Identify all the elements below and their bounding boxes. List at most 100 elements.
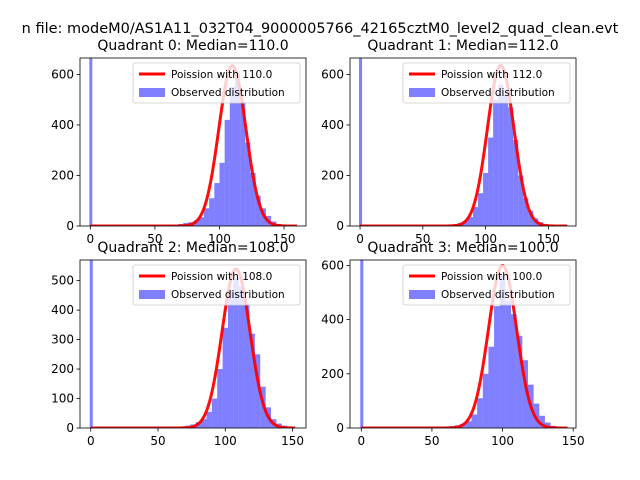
y-tick-label: 400 <box>51 303 74 317</box>
x-tick-label: 0 <box>87 434 95 448</box>
legend: Poission with 110.0 Observed distribution <box>132 62 301 104</box>
hist-bar <box>488 137 494 226</box>
axes-frame <box>349 57 577 227</box>
subplot-title: Quadrant 3: Median=100.0 <box>367 240 558 256</box>
hist-bar <box>254 354 261 428</box>
y-tick-label: 200 <box>321 367 344 381</box>
hist-bar <box>214 183 220 226</box>
hist-bar <box>219 162 225 226</box>
x-tick-label: 100 <box>208 232 231 246</box>
y-tick-label: 400 <box>321 313 344 327</box>
hist-bar <box>508 107 514 226</box>
hist-bar <box>465 421 472 428</box>
hist-bar <box>201 419 207 428</box>
legend-hist-label: Observed distribution <box>441 289 555 301</box>
hist-bar <box>478 193 484 226</box>
x-tick-label: 0 <box>357 434 365 448</box>
hist-bar <box>206 411 212 428</box>
y-tick-label: 0 <box>66 421 74 435</box>
poisson-curve <box>89 64 298 226</box>
hist-bar <box>468 217 474 226</box>
hist-bar <box>544 422 551 428</box>
hist-bar <box>217 369 223 428</box>
x-tick-label: 150 <box>281 434 304 448</box>
legend-hist-swatch <box>139 290 165 299</box>
y-tick-label: 0 <box>336 421 344 435</box>
x-tick-label: 0 <box>87 232 95 246</box>
x-tick-label: 50 <box>415 232 430 246</box>
hist-bar <box>463 220 469 226</box>
subplot-quadrant-2: 0 50 100 150 0 100 200 300 400 500 Quadrant 2: Med… <box>51 240 307 448</box>
y-tick-label: 0 <box>336 219 344 233</box>
poisson-curve <box>360 263 569 428</box>
hist-bar <box>255 195 261 226</box>
hist-bar <box>539 415 545 428</box>
legend-box <box>132 62 301 104</box>
hist-bar <box>209 198 215 226</box>
legend-box <box>402 264 571 306</box>
hist-bar <box>494 306 500 428</box>
legend-hist-label: Observed distribution <box>171 87 285 99</box>
hist-bar <box>240 102 246 226</box>
legend-hist-label: Observed distribution <box>441 87 555 99</box>
axes-frame <box>79 57 307 227</box>
hist-bar <box>238 286 245 428</box>
y-tick-label: 200 <box>51 362 74 376</box>
x-tick-label: 50 <box>150 434 165 448</box>
axes-frame <box>79 259 307 429</box>
hist-bar <box>488 346 495 428</box>
y-tick-label: 400 <box>321 118 344 132</box>
hist-bar <box>471 414 478 428</box>
legend-line-label: Poission with 110.0 <box>171 69 272 81</box>
hist-bar <box>198 217 204 226</box>
x-tick-label: 50 <box>147 232 162 246</box>
hist-bar <box>499 276 506 428</box>
subplot-grid: 0 50 100 150 0 200 400 600 Quadrant 0: Median=11… <box>51 38 585 448</box>
legend-line-label: Poission with 108.0 <box>171 271 272 283</box>
hist-bar <box>493 99 499 226</box>
hist-bar-zero <box>89 260 93 428</box>
hist-bar <box>227 289 234 428</box>
hist-bar <box>211 398 218 428</box>
x-tick-label: 150 <box>273 232 296 246</box>
legend: Poission with 108.0 Observed distribution <box>132 264 301 306</box>
axes-frame <box>349 259 577 429</box>
legend-hist-label: Observed distribution <box>171 289 285 301</box>
plot-area <box>360 260 569 428</box>
legend-line-label: Poission with 112.0 <box>441 69 542 81</box>
hist-bar <box>233 277 239 428</box>
hist-bar <box>483 172 489 226</box>
y-tick-label: 200 <box>321 168 344 182</box>
legend-hist-swatch <box>409 290 435 299</box>
y-tick-label: 600 <box>321 67 344 81</box>
plot-area <box>359 58 569 226</box>
y-tick-label: 400 <box>51 118 74 132</box>
hist-bar <box>229 87 235 226</box>
hist-bar <box>498 84 504 226</box>
hist-bar <box>222 327 228 428</box>
hist-bar <box>505 300 512 428</box>
subplot-quadrant-3: 0 50 100 150 0 200 400 600 Quadrant 3: Median=10… <box>321 240 585 448</box>
x-tick-label: 100 <box>474 232 497 246</box>
legend: Poission with 112.0 Observed distribution <box>402 62 571 104</box>
hist-bar <box>482 373 489 428</box>
hist-bar-zero <box>359 58 363 226</box>
y-tick-label: 100 <box>51 392 74 406</box>
y-tick-label: 0 <box>66 219 74 233</box>
x-tick-label: 0 <box>356 232 364 246</box>
subplot-quadrant-0: 0 50 100 150 0 200 400 600 Quadrant 0: Median=11… <box>51 38 307 246</box>
x-tick-label: 50 <box>424 434 439 448</box>
hist-bar <box>528 210 534 226</box>
figure-suptitle: n file: modeM0/AS1A11_032T04_9000005766_… <box>22 21 619 37</box>
plot-area <box>89 58 298 226</box>
y-tick-label: 500 <box>51 274 74 288</box>
y-tick-label: 300 <box>51 333 74 347</box>
y-tick-label: 600 <box>321 258 344 272</box>
hist-bar <box>516 335 523 428</box>
hist-bar <box>511 314 517 428</box>
legend-box <box>402 62 571 104</box>
hist-bar <box>513 140 519 226</box>
hist-bar <box>523 198 529 226</box>
hist-bar <box>249 333 255 428</box>
hist-bar <box>522 360 528 428</box>
